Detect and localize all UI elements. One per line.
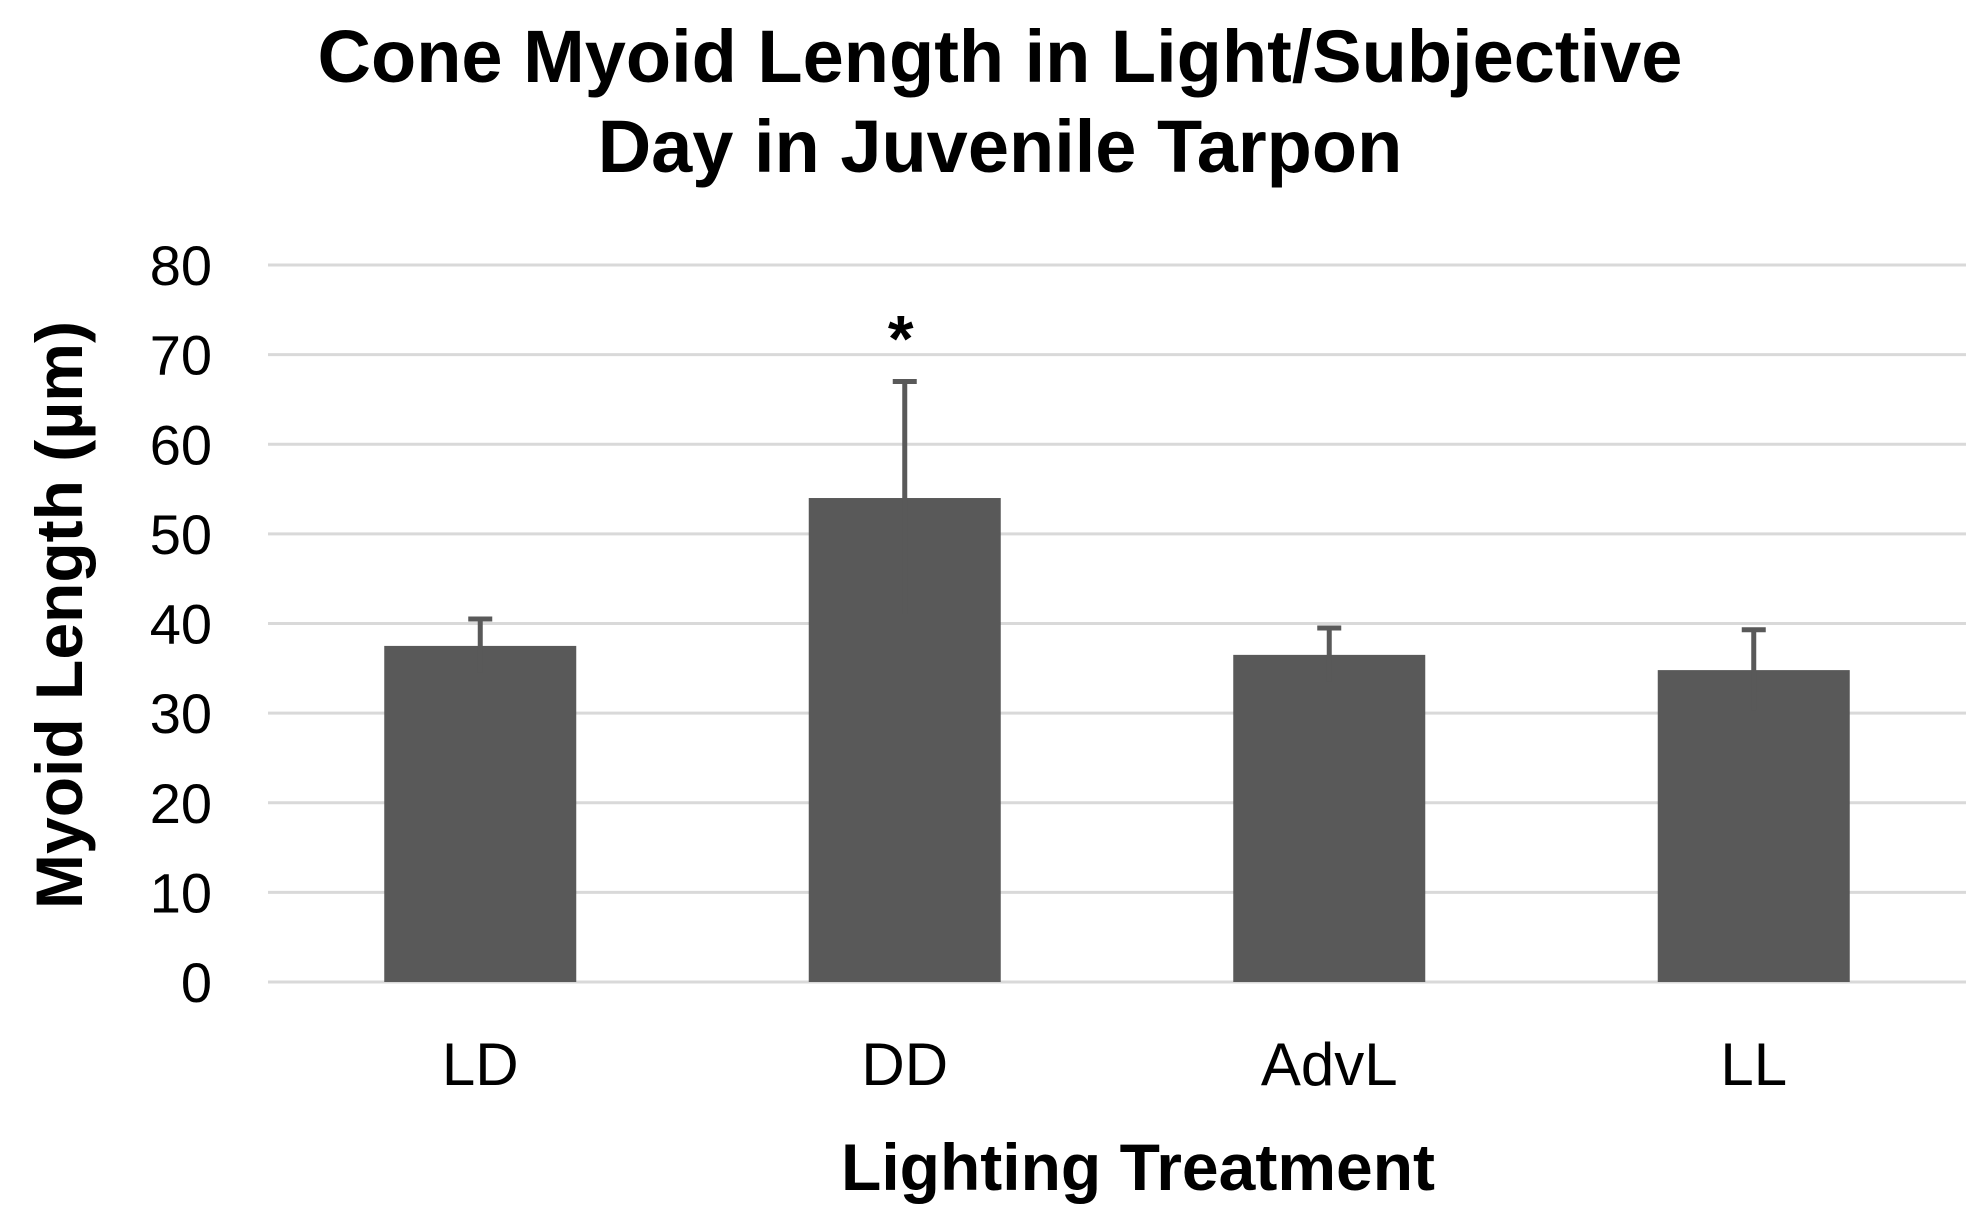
error-bar-advl: [1317, 625, 1342, 682]
y-axis-title: Myoid Length (µm): [22, 321, 96, 909]
bar-ll: [1657, 670, 1850, 982]
y-tick-label: 50: [150, 503, 212, 566]
error-bar-ld: [468, 616, 493, 673]
error-bar-dd: [892, 379, 917, 615]
bars: [384, 498, 1850, 982]
bar-advl: [1233, 654, 1426, 982]
x-tick-label-ll: LL: [1720, 1031, 1787, 1098]
y-tick-labels: 0 10 20 30 40 50 60 70 80: [150, 234, 212, 1014]
x-tick-label-dd: DD: [861, 1031, 948, 1098]
chart-title-line-2: Day in Juvenile Tarpon: [598, 105, 1403, 188]
chart-title-line-1: Cone Myoid Length in Light/Subjective: [318, 15, 1683, 98]
x-tick-labels: LD DD AdvL LL: [442, 1031, 1787, 1098]
y-tick-label: 10: [150, 861, 212, 924]
y-tick-label: 20: [150, 772, 212, 835]
bar-ld: [384, 645, 577, 982]
y-tick-label: 70: [150, 324, 212, 387]
x-axis-title: Lighting Treatment: [841, 1130, 1435, 1204]
error-bar-ll: [1741, 627, 1766, 711]
x-tick-label-advl: AdvL: [1261, 1031, 1398, 1098]
y-tick-label: 30: [150, 682, 212, 745]
error-bars: [468, 379, 1766, 711]
y-tick-label: 60: [150, 413, 212, 476]
y-tick-label: 80: [150, 234, 212, 297]
x-tick-label-ld: LD: [442, 1031, 519, 1098]
significance-marker: *: [888, 302, 914, 376]
y-tick-label: 40: [150, 593, 212, 656]
annotations: *: [888, 302, 914, 376]
y-tick-label: 0: [181, 951, 212, 1014]
